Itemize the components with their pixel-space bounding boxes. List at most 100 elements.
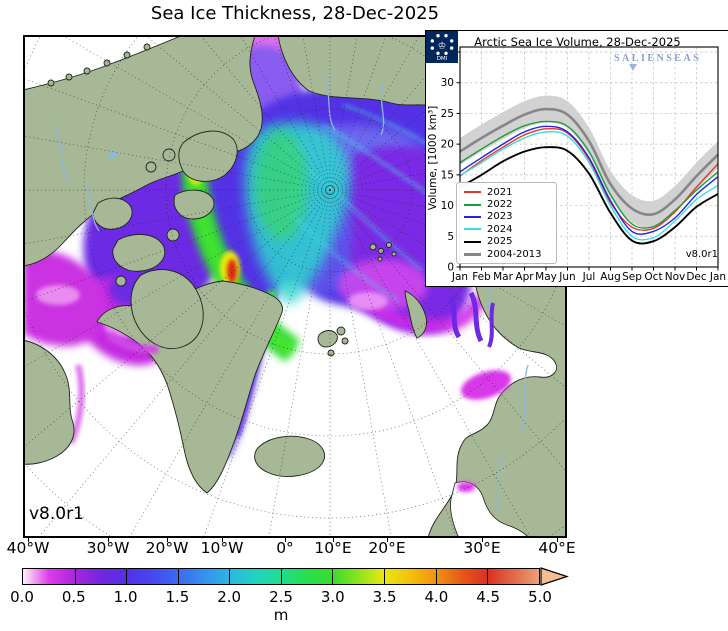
island-devon — [173, 189, 215, 220]
colorbar-division-line — [126, 569, 128, 584]
dmi-logo-text: DMI — [437, 56, 448, 62]
colorbar-division-line — [229, 569, 231, 584]
colorbar-tick-label: 2.0 — [217, 588, 242, 606]
legend-label: 2022 — [487, 199, 513, 211]
chart-axes: 05101520253035JanFebMarAprMayJunJulAugSe… — [441, 46, 726, 283]
y-tick-label: 20 — [441, 139, 454, 151]
sea-ice-volume-inset-chart: 05101520253035JanFebMarAprMayJunJulAugSe… — [425, 30, 728, 287]
island-victoria — [112, 234, 166, 272]
dmi-logo-dots — [430, 34, 454, 55]
x-tick-label: Oct — [644, 271, 662, 283]
island-iceland — [254, 435, 325, 477]
island-banks — [92, 197, 133, 230]
chart-title: Arctic Sea Ice Volume, 28-Dec-2025 — [474, 35, 681, 49]
x-tick-label: Jan — [451, 271, 468, 283]
lon-tick — [387, 538, 388, 542]
x-tick-label: Dec — [686, 271, 707, 283]
chart-legend: 2021 2022 2023 2024 2025 2004-2013 — [456, 182, 557, 265]
legend-swatch — [464, 240, 481, 243]
series-2024 — [459, 130, 719, 241]
legend-swatch — [464, 228, 481, 231]
lon-tick — [28, 538, 29, 542]
x-tick-label: Mar — [493, 271, 513, 283]
legend-item-2025: 2025 — [464, 236, 550, 248]
series-2004-2013 — [459, 107, 719, 216]
map-version-label: v8.0r1 — [29, 504, 84, 524]
colorbar-overflow-arrow — [540, 567, 569, 586]
page-title: Sea Ice Thickness, 28-Dec-2025 — [150, 3, 440, 24]
colorbar-tick-label: 4.0 — [424, 588, 449, 606]
colorbar-division-line — [177, 569, 179, 584]
legend-label: 2021 — [487, 186, 513, 198]
lon-label: 20°W — [145, 539, 189, 557]
legend-swatch — [464, 203, 481, 206]
lon-tick — [482, 538, 483, 542]
y-tick-label: 0 — [447, 262, 454, 274]
series-2023 — [459, 125, 719, 235]
y-tick-label: 25 — [441, 108, 454, 120]
colorbar-division-line — [435, 569, 437, 584]
coastal-water-features — [105, 291, 530, 538]
colorbar-tick-label: 4.5 — [476, 588, 501, 606]
legend-swatch — [464, 252, 481, 256]
chart-y-axis-label: Volume, [1000 km³] — [427, 106, 439, 211]
colorbar-tick-label: 3.0 — [320, 588, 345, 606]
land-canada-south — [22, 339, 75, 465]
lon-tick — [167, 538, 168, 542]
x-tick-label: Nov — [665, 271, 686, 283]
x-tick-label: Jun — [558, 271, 575, 283]
legend-swatch — [464, 191, 481, 194]
lon-label: 30°W — [86, 539, 130, 557]
colorbar-division-line — [538, 569, 540, 584]
colorbar-tick-label: 5.0 — [528, 588, 552, 606]
lon-label: 30°E — [463, 539, 501, 557]
colorbar-arrow-shape — [540, 567, 569, 586]
sailboat-icon — [629, 64, 637, 71]
legend-item-2022: 2022 — [464, 198, 550, 210]
legend-label: 2004-2013 — [487, 248, 542, 260]
lon-label: 40°E — [538, 539, 576, 557]
lon-label: 10°W — [200, 539, 244, 557]
salienseas-watermark: SALIENSEAS — [614, 53, 702, 64]
colorbar-tick-label: 1.0 — [113, 588, 138, 606]
x-tick-label: Feb — [472, 271, 491, 283]
y-tick-label: 30 — [441, 77, 454, 89]
lon-label: 20°E — [368, 539, 406, 557]
series-2021 — [459, 127, 719, 231]
colorbar-division-line — [383, 569, 385, 584]
x-tick-label: Apr — [515, 271, 534, 283]
y-tick-label: 5 — [447, 231, 454, 243]
island-svalbard — [317, 330, 338, 348]
legend-item-2004-2013: 2004-2013 — [464, 248, 550, 260]
colorbar-division-line — [332, 569, 334, 584]
x-tick-label: May — [535, 271, 557, 283]
series-2022 — [459, 120, 719, 229]
x-tick-label: Aug — [600, 271, 621, 283]
crown-icon: ♔ — [438, 41, 447, 52]
thickness-colorbar — [22, 568, 540, 585]
colorbar-division-line — [280, 569, 282, 584]
chart-series — [459, 95, 719, 245]
x-tick-label: Sep — [622, 271, 642, 283]
lon-tick — [108, 538, 109, 542]
legend-swatch — [464, 215, 481, 218]
legend-item-2024: 2024 — [464, 223, 550, 235]
dmi-logo: ♔ DMI — [426, 31, 458, 63]
legend-label: 2024 — [487, 223, 513, 235]
chart-version-label: v8.0r1 — [685, 249, 718, 260]
legend-label: 2025 — [487, 236, 513, 248]
colorbar-tick-label: 2.5 — [269, 588, 293, 606]
legend-item-2023: 2023 — [464, 211, 550, 223]
y-tick-label: 10 — [441, 200, 454, 212]
x-tick-label: Jan — [709, 271, 726, 283]
x-tick-label: Jul — [582, 271, 596, 283]
lon-tick — [285, 538, 286, 542]
y-tick-label: 15 — [441, 169, 454, 181]
island-baffin — [130, 269, 204, 349]
lon-label: 40°W — [6, 539, 50, 557]
colorbar-tick-label: 3.5 — [372, 588, 397, 606]
colorbar-unit-label: m — [273, 606, 289, 624]
colorbar-division-line — [487, 569, 488, 584]
lon-tick — [333, 538, 334, 542]
